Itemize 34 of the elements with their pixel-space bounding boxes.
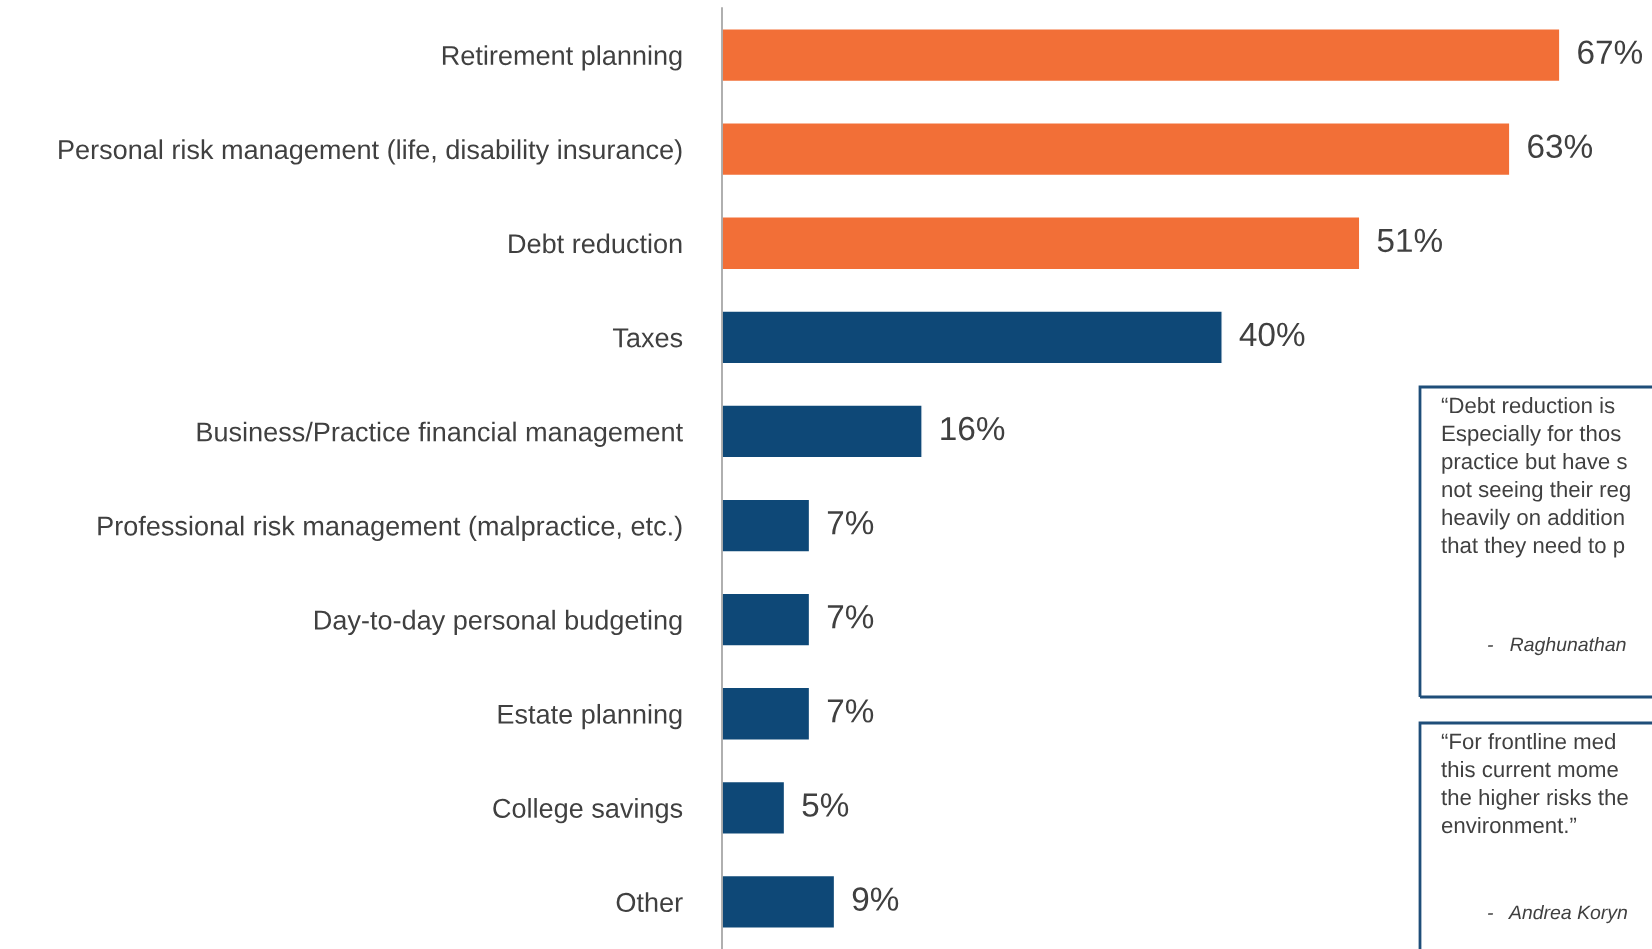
- y-tick-label: Personal risk management (life, disability insurance): [59, 139, 682, 165]
- data-label: 5%: [802, 793, 849, 817]
- bar: [722, 874, 836, 929]
- data-label: 16%: [941, 416, 1005, 441]
- y-tick-label: Retirement planning: [442, 45, 682, 71]
- y-tick-label: College savings: [493, 798, 683, 824]
- data-label: 7%: [827, 605, 874, 629]
- bar: [722, 498, 811, 553]
- y-tick-label: Debt reduction: [509, 233, 682, 254]
- annotation: “Debt reduction is Especially for thos practice but have s not seeing their reg heavily on addition that they need to p: [1441, 397, 1630, 558]
- y-tick-label: Professional risk management (malpractice, etc.): [98, 515, 682, 541]
- bar: [722, 216, 1361, 271]
- data-label: 7%: [827, 511, 874, 535]
- annotation: - Raghunathan: [1488, 637, 1626, 656]
- y-tick-label: Other: [616, 892, 683, 913]
- data-label: 7%: [827, 699, 874, 723]
- bar: [722, 28, 1561, 83]
- bar: [722, 780, 786, 835]
- y-tick-label: Day-to-day personal budgeting: [314, 609, 682, 636]
- y-tick-label: Estate planning: [498, 703, 682, 730]
- annotation: - Andrea Koryn: [1488, 905, 1627, 924]
- bar: [722, 122, 1511, 177]
- bar: [722, 310, 1223, 365]
- bar: [722, 686, 811, 741]
- data-label: 63%: [1528, 134, 1593, 159]
- y-tick-label: Taxes: [612, 328, 683, 348]
- bar: [722, 592, 811, 647]
- data-label: 9%: [852, 887, 899, 911]
- data-label: 51%: [1377, 228, 1442, 253]
- data-label: 67%: [1578, 40, 1643, 64]
- data-label: 40%: [1239, 322, 1305, 347]
- y-tick-label: Business/Practice financial management: [197, 421, 683, 447]
- bar: [722, 404, 923, 459]
- annotation: “For frontline med this current mome the higher risks the environment.”: [1441, 733, 1628, 834]
